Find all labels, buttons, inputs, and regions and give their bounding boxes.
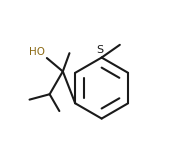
- Text: S: S: [96, 45, 103, 55]
- Text: HO: HO: [29, 47, 46, 57]
